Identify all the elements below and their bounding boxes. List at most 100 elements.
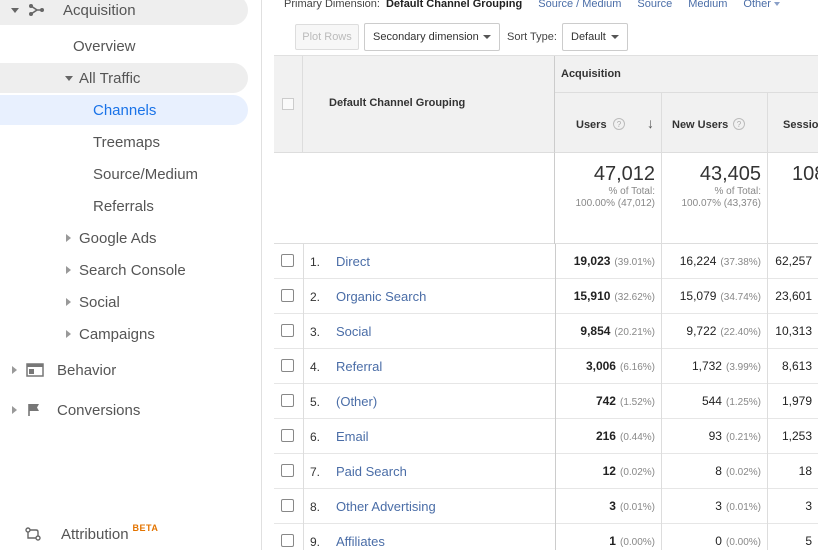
- select-all-checkbox[interactable]: [282, 98, 294, 110]
- secondary-dimension-select[interactable]: Secondary dimension: [364, 23, 500, 51]
- sessions-cell: 8,613: [768, 349, 818, 384]
- row-checkbox[interactable]: [281, 429, 294, 442]
- dimension-option-source-medium[interactable]: Source / Medium: [538, 0, 622, 10]
- sidebar-item-all-traffic[interactable]: All Traffic: [0, 63, 248, 93]
- table-row: 9. Affiliates 1 (0.00%) 0 (0.00%) 5: [274, 524, 818, 550]
- row-checkbox[interactable]: [281, 464, 294, 477]
- table-row: 8. Other Advertising 3 (0.01%) 3 (0.01%) 3: [274, 489, 818, 524]
- dimension-option-source[interactable]: Source: [637, 0, 673, 10]
- sidebar-item-overview[interactable]: Overview: [73, 31, 136, 61]
- users-pct: (39.01%): [614, 257, 655, 268]
- sessions-cell: 10,313: [768, 314, 818, 349]
- chevron-down-icon: [483, 35, 491, 39]
- users-value: 3,006: [585, 359, 616, 373]
- dimension-option-medium[interactable]: Medium: [688, 0, 728, 10]
- sidebar-item-label: Social: [79, 293, 120, 311]
- users-pct: (0.44%): [619, 432, 655, 443]
- channel-link[interactable]: Email: [336, 429, 369, 444]
- users-cell: 3 (0.01%): [555, 489, 662, 524]
- sort-type-value: Default: [571, 31, 606, 43]
- sidebar-item-attribution[interactable]: Attribution BETA: [24, 519, 158, 549]
- new-users-pct: (34.74%): [720, 292, 761, 303]
- row-index: 3.: [310, 325, 321, 339]
- new-users-pct: (22.40%): [720, 327, 761, 338]
- chevron-right-icon: [12, 366, 17, 374]
- channel-link[interactable]: Affiliates: [336, 534, 385, 549]
- row-checkbox[interactable]: [281, 499, 294, 512]
- users-cell: 1 (0.00%): [555, 524, 662, 550]
- row-index: 2.: [310, 290, 321, 304]
- channel-link[interactable]: (Other): [336, 394, 378, 409]
- row-checkbox[interactable]: [281, 394, 294, 407]
- sidebar-item-acquisition[interactable]: Acquisition: [0, 0, 248, 25]
- column-divider: [555, 384, 556, 419]
- new-users-pct: (0.21%): [725, 432, 761, 443]
- row-checkbox[interactable]: [281, 289, 294, 302]
- users-total-pct: 100.00% (47,012): [575, 198, 655, 209]
- help-icon[interactable]: ?: [733, 118, 745, 130]
- sort-type-label: Sort Type:: [507, 31, 557, 43]
- users-header[interactable]: Users ? ↓: [555, 93, 662, 153]
- new-users-total: 43,405 % of Total: 100.07% (43,376): [662, 153, 768, 244]
- row-checkbox[interactable]: [281, 254, 294, 267]
- row-checkbox[interactable]: [281, 324, 294, 337]
- new-users-pct: (0.01%): [725, 502, 761, 513]
- table-row: 2. Organic Search 15,910 (32.62%) 15,079 (34.…: [274, 279, 818, 314]
- sidebar-item-conversions[interactable]: Conversions: [12, 395, 140, 425]
- column-divider: [555, 349, 556, 384]
- sidebar-item-label: Google Ads: [79, 229, 157, 247]
- channel-link[interactable]: Paid Search: [336, 464, 407, 479]
- sidebar-item-treemaps[interactable]: Treemaps: [93, 127, 160, 157]
- sessions-header[interactable]: Sessions: [768, 93, 818, 153]
- sidebar-item-social[interactable]: Social: [66, 287, 120, 317]
- acquisition-group-header: Acquisition: [555, 56, 818, 93]
- channel-link[interactable]: Referral: [336, 359, 383, 374]
- chevron-right-icon: [66, 234, 71, 242]
- sidebar-item-channels[interactable]: Channels: [0, 95, 248, 125]
- row-checkbox[interactable]: [281, 359, 294, 372]
- sidebar-item-campaigns[interactable]: Campaigns: [66, 319, 155, 349]
- sidebar-item-google-ads[interactable]: Google Ads: [66, 223, 157, 253]
- row-index: 5.: [310, 395, 321, 409]
- sidebar-item-behavior[interactable]: Behavior: [12, 355, 116, 385]
- sessions-value: 1,979: [781, 394, 812, 408]
- sidebar-item-label: Channels: [93, 101, 157, 119]
- channel-link[interactable]: Organic Search: [336, 289, 427, 304]
- sort-type-select[interactable]: Default: [562, 23, 628, 51]
- new-users-header-label: New Users: [672, 119, 729, 131]
- sidebar: Acquisition Overview All Traffic Channel…: [0, 0, 262, 550]
- channel-link[interactable]: Direct: [336, 254, 370, 269]
- sessions-value: 62,257: [775, 254, 812, 268]
- users-header-label: Users: [576, 119, 607, 131]
- new-users-header[interactable]: New Users ?: [662, 93, 768, 153]
- new-users-pct: (37.38%): [720, 257, 761, 268]
- channel-link[interactable]: Other Advertising: [336, 499, 436, 514]
- sessions-value: 23,601: [775, 289, 812, 303]
- row-index: 4.: [310, 360, 321, 374]
- users-pct: (20.21%): [614, 327, 655, 338]
- row-divider: [303, 419, 304, 454]
- sidebar-item-referrals[interactable]: Referrals: [93, 191, 154, 221]
- sidebar-item-search-console[interactable]: Search Console: [66, 255, 186, 285]
- group-header-label: Acquisition: [561, 68, 621, 80]
- sidebar-item-label: Treemaps: [93, 133, 160, 151]
- column-divider: [555, 524, 556, 550]
- table-row: 1. Direct 19,023 (39.01%) 16,224 (37.38%) 62,2…: [274, 244, 818, 279]
- help-icon[interactable]: ?: [613, 118, 625, 130]
- sidebar-item-source-medium[interactable]: Source/Medium: [93, 159, 198, 189]
- users-value: 12: [602, 464, 616, 478]
- new-users-pct: (0.00%): [725, 537, 761, 548]
- sidebar-item-label: Behavior: [57, 361, 117, 379]
- row-index: 6.: [310, 430, 321, 444]
- dimension-option-other[interactable]: Other: [743, 0, 780, 10]
- users-pct: (0.00%): [619, 537, 655, 548]
- new-users-value: 1,732: [691, 359, 722, 373]
- channel-link[interactable]: Social: [336, 324, 372, 339]
- beta-badge: BETA: [132, 523, 159, 533]
- dimension-header[interactable]: Default Channel Grouping: [303, 56, 555, 153]
- plot-rows-button[interactable]: Plot Rows: [295, 24, 359, 50]
- table-row: 3. Social 9,854 (20.21%) 9,722 (22.40%) 10,313: [274, 314, 818, 349]
- row-checkbox[interactable]: [281, 534, 294, 547]
- users-value: 1: [609, 534, 616, 548]
- column-divider: [555, 419, 556, 454]
